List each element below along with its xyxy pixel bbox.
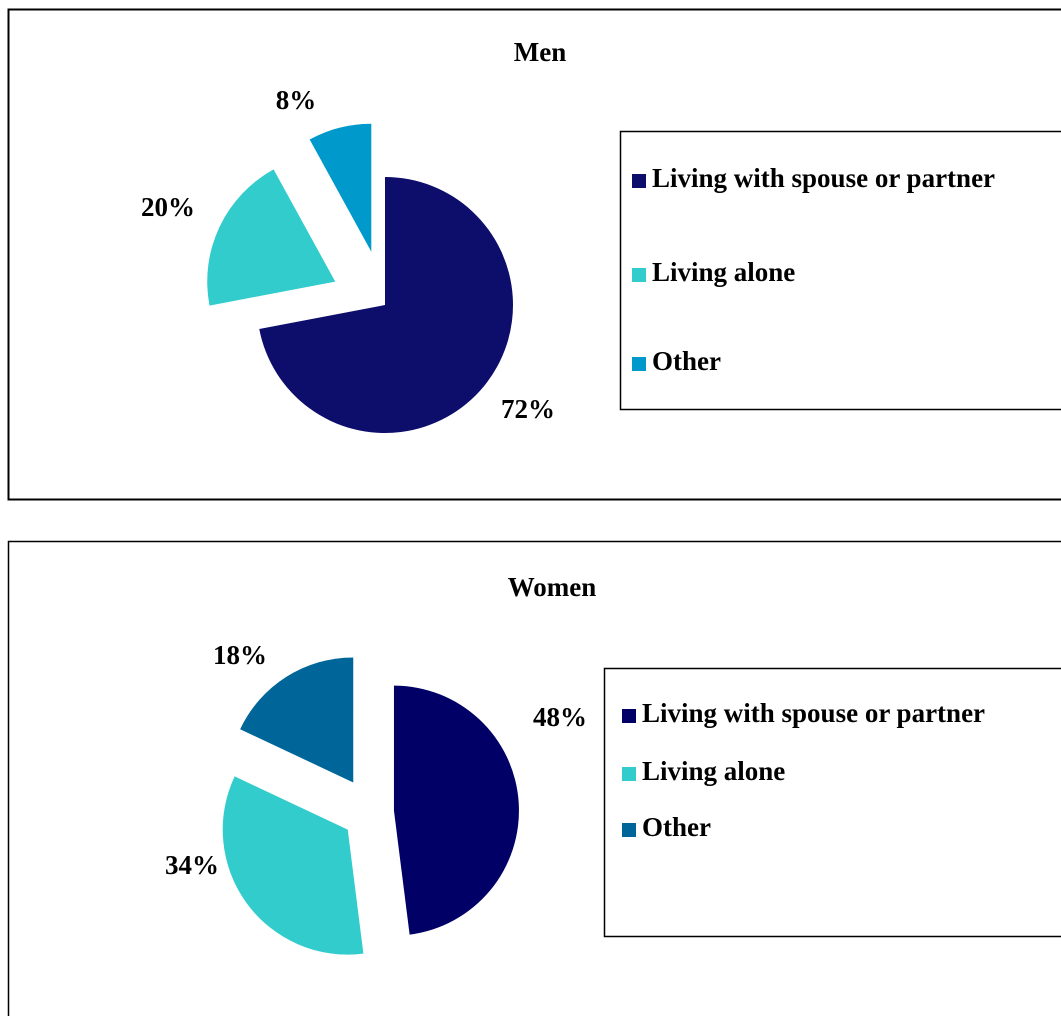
data-label: 20% [141, 192, 195, 222]
pie-slice [240, 657, 354, 783]
legend-swatch [632, 174, 646, 188]
legend-frame [619, 130, 1061, 411]
legend-swatch [622, 767, 636, 781]
pie-slice [259, 177, 513, 433]
legend-swatch [632, 268, 646, 282]
legend-swatch [622, 823, 636, 837]
pie-slice [309, 123, 372, 252]
chart-frame [7, 8, 1061, 501]
data-label: 8% [276, 85, 317, 115]
data-label: 18% [213, 640, 267, 670]
chart-title: Women [508, 572, 597, 602]
legend-label: Other [652, 346, 721, 376]
data-label: 72% [501, 394, 555, 424]
data-label: 48% [533, 702, 587, 732]
legend-label: Living alone [652, 257, 795, 287]
chart-title: Men [514, 37, 566, 67]
legend-label: Living with spouse or partner [652, 163, 995, 193]
pie-slice [207, 169, 336, 306]
legend-frame [603, 667, 1061, 938]
pie-slice [222, 776, 364, 955]
legend-label: Living alone [642, 756, 785, 786]
pie-slice [393, 685, 519, 935]
data-label: 34% [165, 850, 219, 880]
legend-label: Other [642, 812, 711, 842]
legend-swatch [632, 357, 646, 371]
chart-frame [7, 540, 1061, 1016]
legend-swatch [622, 709, 636, 723]
legend-label: Living with spouse or partner [642, 698, 985, 728]
